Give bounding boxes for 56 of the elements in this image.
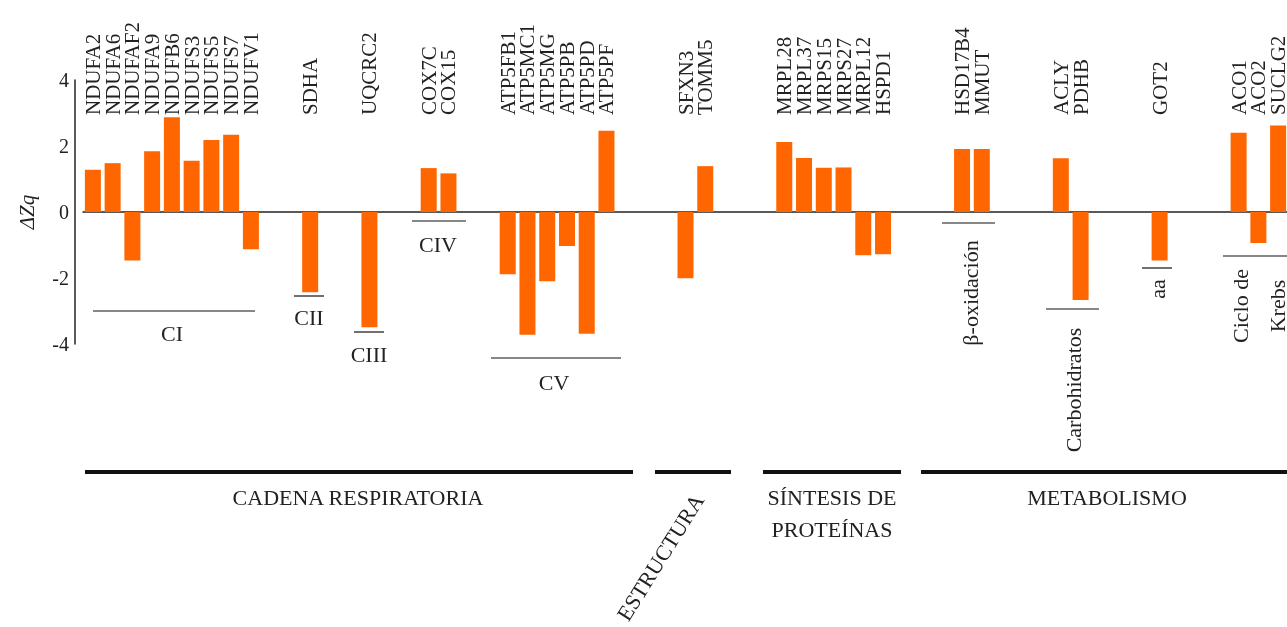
y-tick-label: -4 xyxy=(52,333,69,355)
x-tick-label: UQCRC2 xyxy=(357,32,382,115)
bar xyxy=(1250,212,1267,244)
bar xyxy=(124,212,141,261)
bar xyxy=(144,151,161,212)
y-tick-label: 0 xyxy=(59,201,69,223)
bar xyxy=(302,212,319,293)
annotation: β-oxidación xyxy=(957,240,983,346)
bar xyxy=(598,130,615,212)
bar xyxy=(539,212,556,282)
x-tick-label: SDHA xyxy=(298,56,323,115)
bar xyxy=(815,167,832,212)
bar xyxy=(104,163,121,212)
bar xyxy=(954,148,971,212)
bar xyxy=(499,212,516,275)
bar xyxy=(558,212,575,246)
bar xyxy=(697,166,714,212)
bar xyxy=(361,212,378,328)
bar xyxy=(1151,212,1168,261)
bar xyxy=(677,212,694,279)
annotation: CII xyxy=(294,304,324,330)
annotation: CIII xyxy=(350,341,388,367)
bar xyxy=(440,173,457,212)
bar xyxy=(420,168,437,212)
bar xyxy=(796,157,813,212)
y-tick-label: 4 xyxy=(59,69,69,91)
x-tick-label: GOT2 xyxy=(1147,61,1172,115)
text: CADENA RESPIRATORIA xyxy=(232,484,484,510)
bar xyxy=(1270,125,1287,212)
text: METABOLISMO xyxy=(1027,484,1187,510)
bar xyxy=(776,142,793,212)
bar xyxy=(183,160,200,212)
annotation: CIV xyxy=(419,231,458,257)
annotation: Carbohidratos xyxy=(1060,327,1086,453)
y-axis-title: ΔZq xyxy=(14,194,39,231)
bar xyxy=(242,212,259,250)
bar xyxy=(163,117,180,212)
bar xyxy=(1052,158,1069,212)
bar xyxy=(875,212,892,255)
bar xyxy=(519,212,536,335)
annotation: aa xyxy=(1144,279,1170,299)
bar xyxy=(835,167,852,212)
bar xyxy=(855,212,872,256)
bar xyxy=(223,134,240,212)
bar xyxy=(1072,212,1089,301)
annotation: Ciclo de Krebs xyxy=(1227,269,1287,343)
bar xyxy=(578,212,595,334)
bar xyxy=(1230,132,1247,212)
bar xyxy=(973,148,990,212)
text: CV xyxy=(538,369,570,395)
bar xyxy=(203,140,220,212)
y-tick-label: -2 xyxy=(52,267,69,289)
y-tick-label: 2 xyxy=(59,135,69,157)
annotation: CI xyxy=(161,320,183,346)
text: SÍNTESIS DE PROTEÍNAS xyxy=(767,484,897,542)
bar xyxy=(84,169,101,212)
